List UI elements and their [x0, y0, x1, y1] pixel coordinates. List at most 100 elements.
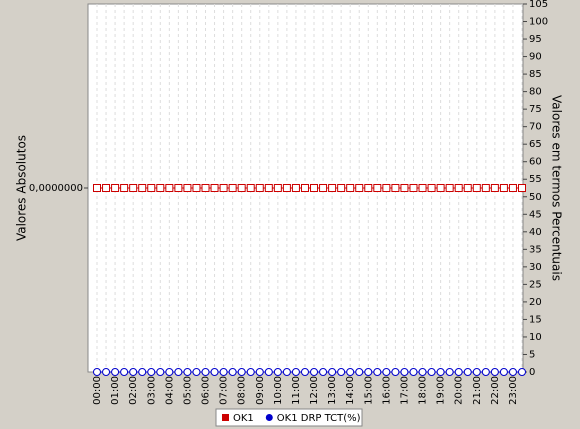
- marker: [183, 368, 192, 376]
- x-tick-label: 20:00: [454, 376, 465, 405]
- x-tick-label: 14:00: [345, 376, 356, 405]
- marker: [436, 184, 445, 192]
- marker: [183, 184, 192, 192]
- marker: [237, 184, 246, 192]
- x-tick-label: 04:00: [164, 376, 175, 405]
- x-tick-label: 22:00: [490, 376, 501, 405]
- y2-tick-label: 70: [529, 122, 542, 133]
- y2-tick-label: 50: [529, 192, 542, 203]
- marker: [346, 368, 355, 376]
- y2-tick-label: 10: [529, 332, 542, 343]
- marker: [201, 368, 210, 376]
- marker: [481, 184, 490, 192]
- marker: [219, 184, 228, 192]
- marker: [147, 184, 156, 192]
- marker: [427, 184, 436, 192]
- x-tick-label: 16:00: [381, 376, 392, 405]
- marker: [273, 184, 282, 192]
- marker: [319, 184, 328, 192]
- y2-tick-label: 15: [529, 314, 542, 325]
- x-tick-label: 12:00: [309, 376, 320, 405]
- legend-label: OK1 DRP TCT(%): [277, 413, 361, 424]
- marker: [472, 184, 481, 192]
- marker: [463, 184, 472, 192]
- y-tick-label: 0,0000000: [29, 183, 83, 194]
- marker: [337, 184, 346, 192]
- marker: [210, 184, 219, 192]
- x-tick-label: 01:00: [110, 376, 121, 405]
- y2-tick-label: 95: [529, 34, 542, 45]
- marker: [156, 184, 165, 192]
- marker: [165, 184, 174, 192]
- marker: [319, 368, 328, 376]
- x-tick-label: 07:00: [219, 376, 230, 405]
- marker: [300, 368, 309, 376]
- marker: [310, 184, 319, 192]
- x-tick-label: 10:00: [273, 376, 284, 405]
- marker: [391, 368, 400, 376]
- marker: [518, 184, 526, 192]
- marker: [400, 184, 409, 192]
- marker: [418, 368, 427, 376]
- x-tick-label: 00:00: [92, 376, 103, 405]
- marker: [246, 368, 255, 376]
- marker: [255, 368, 264, 376]
- marker: [463, 368, 472, 376]
- marker: [364, 368, 373, 376]
- marker: [300, 184, 309, 192]
- marker: [355, 368, 364, 376]
- marker: [499, 184, 508, 192]
- marker: [409, 184, 418, 192]
- y2-tick-label: 65: [529, 139, 542, 150]
- legend-label: OK1: [233, 413, 254, 424]
- marker: [192, 184, 201, 192]
- marker: [264, 368, 273, 376]
- marker: [237, 368, 246, 376]
- marker: [201, 184, 210, 192]
- marker: [246, 184, 255, 192]
- marker: [364, 184, 373, 192]
- marker: [147, 368, 156, 376]
- y2-tick-label: 35: [529, 244, 542, 255]
- marker: [346, 184, 355, 192]
- y2-tick-label: 0: [529, 367, 535, 378]
- marker: [373, 184, 382, 192]
- x-tick-label: 03:00: [146, 376, 157, 405]
- marker: [102, 184, 111, 192]
- x-tick-label: 08:00: [237, 376, 248, 405]
- x-tick-label: 02:00: [128, 376, 139, 405]
- y2-tick-label: 20: [529, 297, 542, 308]
- marker: [481, 368, 490, 376]
- y2-tick-label: 100: [529, 17, 548, 28]
- marker: [445, 368, 454, 376]
- marker: [273, 368, 282, 376]
- marker: [120, 184, 129, 192]
- x-tick-label: 09:00: [255, 376, 266, 405]
- marker: [102, 368, 111, 376]
- x-tick-label: 05:00: [182, 376, 193, 405]
- x-tick-label: 21:00: [472, 376, 483, 405]
- marker: [282, 368, 291, 376]
- marker: [111, 184, 120, 192]
- marker: [93, 184, 101, 192]
- y2-tick-label: 30: [529, 262, 542, 273]
- marker: [391, 184, 400, 192]
- marker: [445, 184, 454, 192]
- marker: [138, 368, 147, 376]
- marker: [228, 368, 237, 376]
- marker: [219, 368, 228, 376]
- marker: [337, 368, 346, 376]
- marker: [291, 368, 300, 376]
- marker: [120, 368, 129, 376]
- x-tick-label: 17:00: [399, 376, 410, 405]
- marker: [93, 368, 101, 376]
- y2-axis-label: Valores em termos Percentuais: [550, 95, 564, 281]
- marker: [174, 184, 183, 192]
- marker: [165, 368, 174, 376]
- marker: [291, 184, 300, 192]
- marker: [418, 184, 427, 192]
- y2-tick-label: 90: [529, 52, 542, 63]
- marker: [310, 368, 319, 376]
